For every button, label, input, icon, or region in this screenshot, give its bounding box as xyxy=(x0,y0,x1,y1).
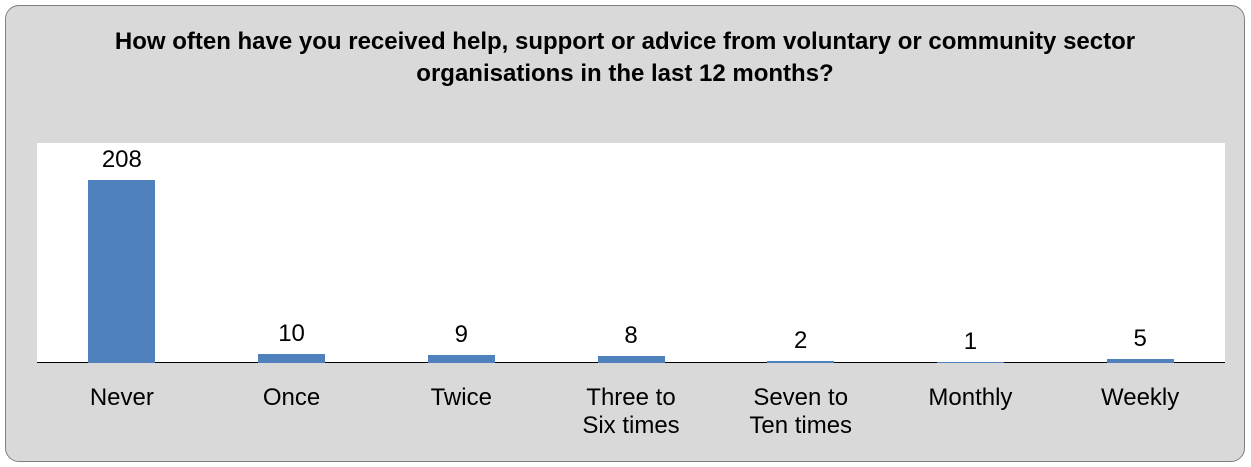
x-tick-label: Seven to Ten times xyxy=(749,384,853,439)
chart-title: How often have you received help, suppor… xyxy=(114,28,1136,87)
plot-area xyxy=(37,143,1225,363)
data-label: 9 xyxy=(454,321,468,349)
bar xyxy=(597,355,665,363)
x-tick-label: Once xyxy=(262,384,321,411)
data-label: 208 xyxy=(101,146,142,173)
bar xyxy=(1106,358,1174,363)
bar xyxy=(427,355,495,363)
data-label: 10 xyxy=(278,320,305,348)
x-tick-label: Monthly xyxy=(928,384,1013,411)
bar xyxy=(88,180,156,363)
bar xyxy=(767,361,835,363)
x-tick-label: Weekly xyxy=(1101,384,1180,411)
data-label: 5 xyxy=(1133,324,1147,352)
data-label: 8 xyxy=(624,321,638,349)
data-label: 2 xyxy=(794,327,808,355)
bar xyxy=(936,362,1004,363)
data-label: 1 xyxy=(963,328,978,356)
x-tick-label: Twice xyxy=(430,384,492,411)
x-tick-label: Never xyxy=(89,384,154,411)
x-tick-label: Three to Six times xyxy=(582,384,680,439)
bar xyxy=(258,354,326,363)
